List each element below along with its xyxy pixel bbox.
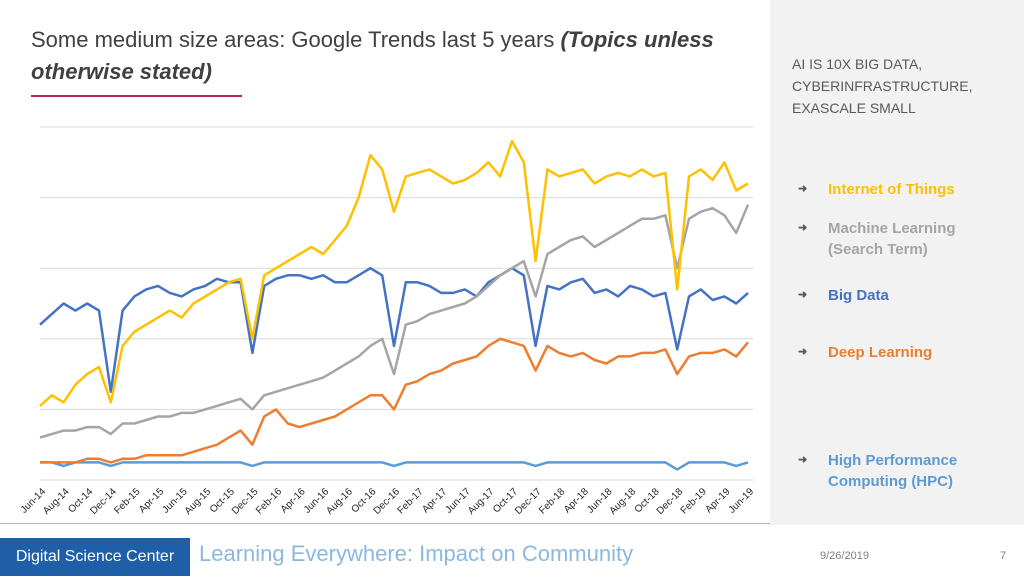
legend-label: Big Data (828, 287, 889, 304)
series-line (40, 461, 749, 471)
legend-label: Deep Learning (828, 344, 933, 361)
side-note: AI IS 10X BIG DATA, CYBERINFRASTRUCTURE,… (792, 56, 973, 116)
legend-bullet: ➜ (798, 289, 808, 301)
footer-org: Digital Science Center (0, 538, 190, 576)
series-line (39, 139, 749, 407)
footer-rule (0, 523, 770, 524)
x-tick-label: Aug-18 (608, 486, 639, 517)
footer-date: 9/26/2019 (820, 550, 869, 562)
legend-item: ➜ High Performance Computing (HPC) (798, 450, 998, 492)
x-tick-label: Feb-16 (254, 486, 284, 516)
chart: Jun-14Aug-14Oct-14Dec-14Feb-15Apr-15Jun-… (19, 126, 757, 517)
legend-item: ➜ Internet of Things (798, 179, 998, 200)
x-tick-label: Jun-19 (727, 486, 757, 516)
legend-label: Internet of Things (828, 181, 955, 198)
series-line (39, 266, 749, 394)
side-panel (770, 0, 1024, 525)
x-tick-label: Aug-15 (183, 486, 214, 517)
legend-label: High Performance Computing (HPC) (828, 452, 958, 490)
series-line (39, 204, 750, 439)
title-text: Some medium size areas: Google Trends la… (31, 27, 555, 52)
legend-bullet: ➜ (798, 454, 808, 466)
x-tick-label: Feb-17 (396, 486, 426, 516)
legend-bullet: ➜ (798, 346, 808, 358)
title-note: (Topics unless otherwise stated) (31, 27, 714, 84)
x-tick-label: Feb-18 (537, 486, 567, 516)
x-tick-label: Feb-15 (112, 486, 142, 516)
legend-label: Machine Learning (Search Term) (828, 220, 956, 258)
slide-title: Some medium size areas: Google Trends la… (31, 24, 731, 88)
title-rule (31, 95, 242, 97)
footer-subtitle: Learning Everywhere: Impact on Community (199, 541, 634, 566)
series-line (40, 337, 749, 464)
legend-item: ➜ Big Data (798, 285, 998, 306)
x-tick-label: Aug-16 (324, 486, 355, 517)
legend-item: ➜ Machine Learning (Search Term) (798, 218, 998, 260)
x-tick-label: Aug-14 (41, 486, 72, 517)
x-tick-label: Feb-19 (679, 486, 709, 516)
x-tick-label: Aug-17 (466, 486, 497, 517)
page-number: 7 (1000, 550, 1007, 562)
legend-bullet: ➜ (798, 183, 808, 195)
legend-item: ➜ Deep Learning (798, 342, 998, 363)
legend-bullet: ➜ (798, 222, 808, 234)
